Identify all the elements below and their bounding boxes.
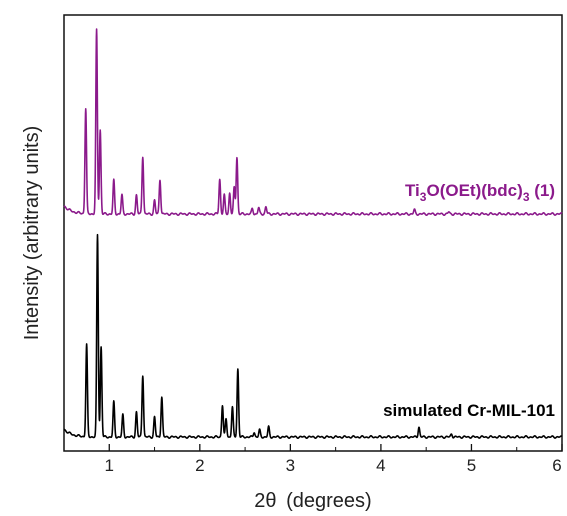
x-axis-unit: (degrees) [286,490,372,512]
traces [63,28,563,439]
x-axis-symbol: 2θ [254,490,276,512]
x-tick-label: 3 [286,456,295,475]
y-axis-title: Intensity (arbitrary units) [21,126,43,341]
x-tick-label: 1 [105,456,114,475]
x-tick-label: 5 [467,456,476,475]
x-axis-title: 2θ (degrees) [254,490,371,512]
ti-mof-label: Ti3O(OEt)(bdc)3 (1) [405,181,555,204]
x-tick-label: 2 [195,456,204,475]
ti-mof-trace [63,28,563,217]
series-labels: Ti3O(OEt)(bdc)3 (1) simulated Cr-MIL-101 [383,181,555,420]
x-axis-ticks: 1 2 3 4 5 6 [63,444,563,475]
x-tick-label: 6 [552,456,561,475]
simulated-mil101-trace [63,233,563,439]
plot-frame [63,14,563,452]
simulated-mil101-label: simulated Cr-MIL-101 [383,401,555,420]
x-tick-label: 4 [376,456,385,475]
